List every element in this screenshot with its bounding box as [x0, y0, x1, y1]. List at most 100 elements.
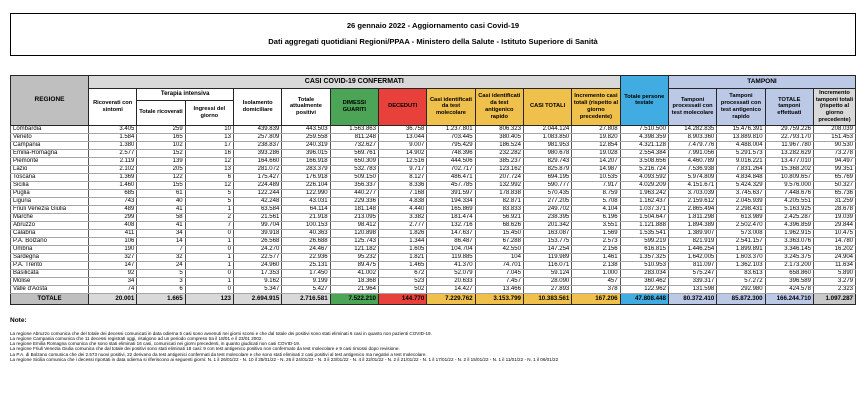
value-cell: 2.541.157	[716, 236, 766, 246]
value-cell: 5.974.809	[667, 172, 718, 182]
totale-value-cell: 7.522.210	[329, 292, 379, 305]
table-body: Lombardia 3.405 259 10 439.839 443.503 1.563.8…	[10, 124, 856, 305]
totale-value-cell: 1.097.287	[813, 292, 856, 305]
value-cell: 0	[184, 244, 234, 254]
value-cell: 14.282.835	[667, 124, 718, 134]
value-cell: 34	[136, 228, 186, 238]
value-cell: 2.119	[87, 156, 138, 166]
value-cell: 1	[184, 276, 234, 286]
value-cell: 153.775	[522, 236, 573, 246]
value-cell: 24.467	[281, 244, 331, 254]
value-cell: 672	[377, 268, 428, 278]
value-cell: 13	[184, 164, 234, 174]
value-cell: 39.918	[232, 228, 283, 238]
value-cell: 68.626	[474, 220, 524, 230]
totale-value-cell: 7.229.762	[426, 292, 476, 305]
table-row: Toscana 1.369 122 6 175.427 176.918 509.150 8.1…	[10, 172, 856, 182]
value-cell: 102	[136, 140, 186, 150]
value-cell: 58	[136, 212, 186, 222]
value-cell: 194.334	[426, 196, 476, 206]
value-cell: 2.577	[87, 148, 138, 158]
totale-value-cell: 2.716.581	[281, 292, 331, 305]
note-line: La regione Sicilia comunica che i decess…	[10, 357, 559, 363]
value-cell: 1.083.850	[522, 132, 573, 142]
value-cell: 385.237	[474, 156, 524, 166]
value-cell: 52.079	[426, 268, 476, 278]
value-cell: 27.808	[571, 124, 621, 134]
value-cell: 83.613	[716, 268, 766, 278]
value-cell: 257.809	[232, 132, 283, 142]
value-cell: 439.839	[232, 124, 283, 134]
value-cell: 152	[136, 148, 186, 158]
value-cell: 6.196	[571, 212, 621, 222]
value-cell: 74.701	[474, 260, 524, 270]
value-cell: 19.820	[571, 132, 621, 142]
value-cell: 825.879	[522, 164, 573, 174]
table-row: Sardegna 327 32 1 22.577 22.936 95.232 1.821 119…	[10, 252, 856, 262]
value-cell: 1.963.242	[619, 188, 669, 198]
value-cell: 100.153	[281, 220, 331, 230]
value-cell: 24	[136, 260, 186, 270]
table-row: Marche 299 58 2 21.561 21.918 213.095 3.382 181.…	[10, 212, 856, 222]
table-row: Sicilia 1.460 155 12 224.489 226.104 356.337 8.…	[10, 180, 856, 190]
value-cell: 393.286	[232, 148, 283, 158]
col-header-casi-molecolare: Casi identificati da test molecolare	[426, 88, 476, 126]
value-cell: 1.811.298	[667, 212, 718, 222]
totale-value-cell: 167.206	[571, 292, 621, 305]
col-header-incremento-tamponi: Incremento tamponi totali (rispetto al g…	[813, 88, 856, 126]
value-cell: 25.131	[281, 260, 331, 270]
value-cell: 829.743	[522, 156, 573, 166]
value-cell: 380.405	[474, 132, 524, 142]
value-cell: 7.510.500	[619, 124, 669, 134]
value-cell: 32	[136, 252, 186, 262]
table-row: Lombardia 3.405 259 10 439.839 443.503 1.563.8…	[10, 124, 856, 134]
table-row: P.A. Bolzano 106 14 1 26.568 26.688 125.743 1.3…	[10, 236, 856, 246]
value-cell: 5.427	[281, 284, 331, 294]
value-cell: 40	[136, 196, 186, 206]
value-cell: 9.162	[232, 276, 283, 286]
value-cell: 569.761	[329, 148, 379, 158]
value-cell: 0	[184, 284, 234, 294]
col-header-attualmente-positivi: Totale attualmente positivi	[281, 88, 331, 126]
value-cell: 658.860	[764, 268, 815, 278]
value-cell: 104.704	[426, 244, 476, 254]
value-cell: 1.821	[377, 252, 428, 262]
value-cell: 570.435	[522, 188, 573, 198]
totale-value-cell: 3.153.799	[474, 292, 524, 305]
value-cell: 9.016.221	[716, 156, 766, 166]
value-cell: 155	[136, 180, 186, 190]
value-cell: 5.291.573	[716, 148, 766, 158]
value-cell: 19.039	[813, 212, 856, 222]
value-cell: 806.323	[474, 124, 524, 134]
value-cell: 41	[136, 204, 186, 214]
value-cell: 95.232	[329, 252, 379, 262]
value-cell: 1.000	[571, 268, 621, 278]
value-cell: 249.702	[522, 204, 573, 214]
value-cell: 178.838	[474, 188, 524, 198]
value-cell: 9.007	[377, 140, 428, 150]
value-cell: 50.327	[813, 180, 856, 190]
value-cell: 5.890	[813, 268, 856, 278]
value-cell: 21.918	[281, 212, 331, 222]
value-cell: 2.044.124	[522, 124, 573, 134]
value-cell: 3.703.039	[667, 188, 718, 198]
region-name-cell: P.A. Trento	[10, 260, 89, 270]
value-cell: 8.336	[377, 180, 428, 190]
value-cell: 360.462	[619, 276, 669, 286]
col-header-tamponi-molecolare: Tamponi processati con test molecolare	[667, 88, 718, 126]
value-cell: 175.427	[232, 172, 283, 182]
col-header-tamponi-antigenico: Tamponi processati con test antigenico r…	[716, 88, 766, 126]
region-name-cell: Campania	[10, 140, 89, 150]
value-cell: 1.535.541	[619, 228, 669, 238]
value-cell: 5.708	[571, 196, 621, 206]
value-cell: 1.603.370	[716, 252, 766, 262]
value-cell: 3.405	[87, 124, 138, 134]
value-cell: 147.637	[426, 228, 476, 238]
value-cell: 292.980	[716, 284, 766, 294]
region-name-cell: Friuli Venezia Giulia	[10, 204, 89, 214]
col-header-incremento-casi: Incremento casi totali (rispetto al gior…	[571, 88, 621, 126]
value-cell: 599.219	[619, 236, 669, 246]
value-cell: 73.278	[813, 148, 856, 158]
value-cell: 7.831.264	[716, 164, 766, 174]
value-cell: 8.127	[377, 172, 428, 182]
